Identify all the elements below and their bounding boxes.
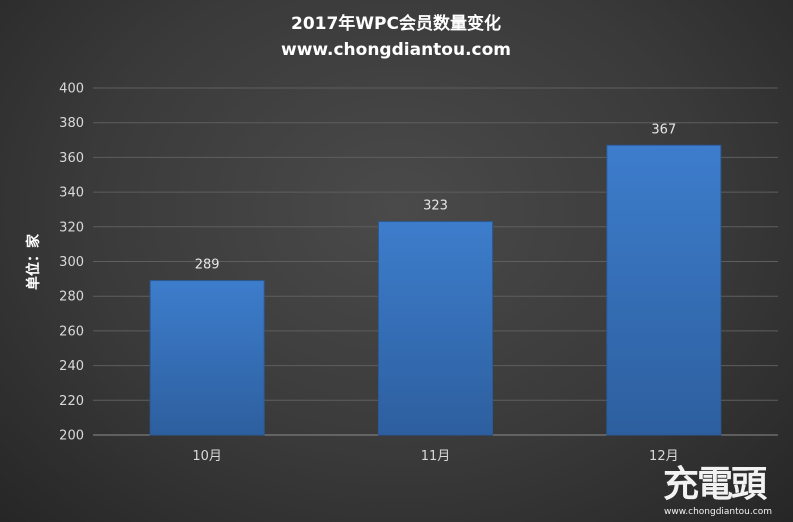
data-label: 289 bbox=[195, 258, 220, 273]
data-label: 323 bbox=[423, 199, 448, 214]
x-tick-label: 10月 bbox=[192, 449, 222, 464]
y-axis-ticks: 200 220 240 260 280 300 320 340 360 380 400 bbox=[59, 82, 84, 444]
y-tick-label: 400 bbox=[59, 82, 84, 97]
y-tick-label: 320 bbox=[59, 220, 84, 235]
y-tick-label: 220 bbox=[59, 394, 84, 409]
y-tick-label: 340 bbox=[59, 186, 84, 201]
chart-title: 2017年WPC会员数量变化 bbox=[291, 13, 501, 34]
watermark-url: www.chongdiantou.com bbox=[664, 507, 772, 517]
x-axis-ticks: 10月 11月 12月 bbox=[192, 449, 678, 464]
bars bbox=[149, 144, 722, 436]
y-tick-label: 300 bbox=[59, 255, 84, 270]
watermark: 充電頭 www.chongdiantou.com bbox=[663, 464, 772, 517]
y-tick-label: 280 bbox=[59, 290, 84, 305]
y-tick-label: 240 bbox=[59, 359, 84, 374]
y-tick-label: 200 bbox=[59, 429, 84, 444]
y-tick-label: 360 bbox=[59, 151, 84, 166]
chart-subtitle: www.chongdiantou.com bbox=[281, 40, 511, 60]
y-tick-label: 380 bbox=[59, 116, 84, 131]
data-labels: 289 323 367 bbox=[195, 122, 676, 272]
bar bbox=[149, 280, 265, 436]
x-tick-label: 12月 bbox=[649, 449, 679, 464]
data-label: 367 bbox=[651, 122, 676, 137]
x-tick-label: 11月 bbox=[421, 449, 451, 464]
bar bbox=[606, 144, 722, 436]
y-tick-label: 260 bbox=[59, 324, 84, 339]
y-axis-label: 单位：家 bbox=[25, 233, 42, 290]
bar bbox=[378, 221, 493, 436]
watermark-logo: 充電頭 bbox=[663, 464, 768, 505]
